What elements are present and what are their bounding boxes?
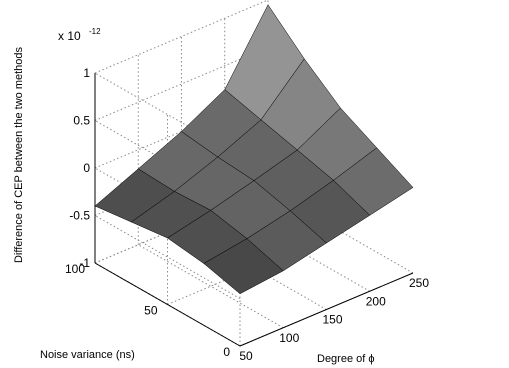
x-tick-label: 150: [322, 313, 342, 327]
x-tick-label: 200: [366, 294, 386, 308]
axes: [94, 73, 414, 347]
y-axis-label: Noise variance (ns): [40, 349, 135, 361]
y-tick-label: 0: [223, 345, 230, 359]
y-tick-label: 50: [144, 304, 158, 318]
z-exponent-label: x 10: [58, 29, 81, 43]
z-tick-label: 0: [83, 161, 90, 175]
y-axis-line: [94, 262, 241, 347]
grid-line-back-wall: [94, 0, 269, 74]
z-exponent-power: -12: [89, 27, 101, 36]
x-tick-label: 250: [409, 276, 429, 290]
y-tick-label: 100: [65, 262, 85, 276]
grid-line-back-wall: [94, 47, 269, 121]
x-axis-line: [239, 272, 414, 347]
z-tick-label: 1: [83, 66, 90, 80]
z-axis-label: Difference of CEP between the two method…: [13, 46, 25, 263]
x-tick-label: 50: [239, 349, 253, 363]
z-tick-label: -0.5: [69, 209, 90, 223]
x-tick-label: 100: [279, 331, 299, 345]
surface-mesh: [94, 4, 414, 295]
z-tick-label: 0.5: [73, 114, 90, 128]
surface-patch: [333, 147, 414, 216]
z-tick-label: -1: [79, 256, 90, 270]
x-axis-label: Degree of ϕ: [317, 353, 375, 365]
